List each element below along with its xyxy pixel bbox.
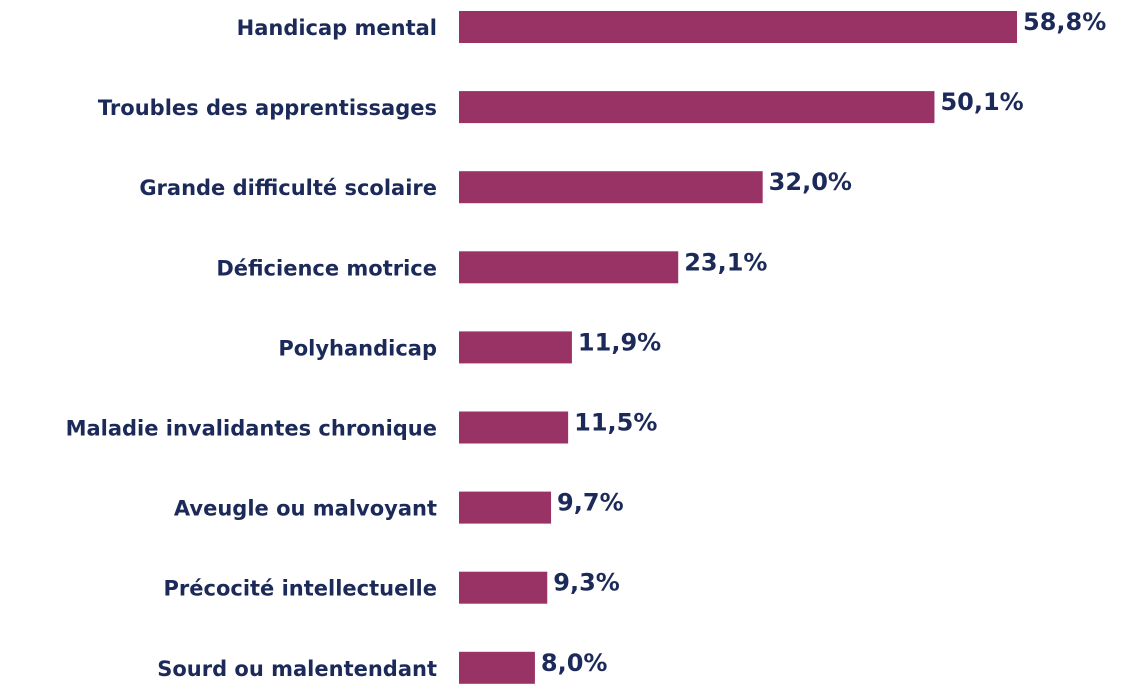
bar — [459, 651, 535, 684]
bar — [459, 11, 1018, 43]
category-label: Maladie invalidantes chronique — [66, 417, 437, 441]
bar — [459, 251, 679, 284]
value-label: 32,0% — [769, 168, 852, 196]
category-label: Sourd ou malentendant — [157, 657, 437, 681]
bar — [459, 411, 569, 444]
category-label: Handicap mental — [237, 16, 437, 40]
value-label: 11,5% — [574, 409, 657, 437]
category-label: Grande difficulté scolaire — [139, 176, 437, 200]
bar — [459, 331, 572, 364]
bar — [459, 491, 552, 524]
value-label: 50,1% — [940, 88, 1023, 116]
bar — [459, 571, 548, 604]
category-label: Aveugle ou malvoyant — [174, 497, 437, 521]
bar — [459, 171, 763, 204]
value-label: 9,3% — [553, 569, 620, 597]
category-label: Troubles des apprentissages — [98, 96, 437, 120]
value-label: 23,1% — [684, 248, 767, 276]
value-label: 11,9% — [578, 328, 661, 356]
category-label: Précocité intellectuelle — [164, 577, 438, 601]
bar — [459, 91, 935, 124]
category-label: Déficience motrice — [216, 256, 437, 280]
value-label: 9,7% — [557, 489, 624, 517]
category-label: Polyhandicap — [278, 336, 437, 360]
value-label: 8,0% — [541, 649, 608, 677]
value-label: 58,8% — [1023, 8, 1106, 36]
